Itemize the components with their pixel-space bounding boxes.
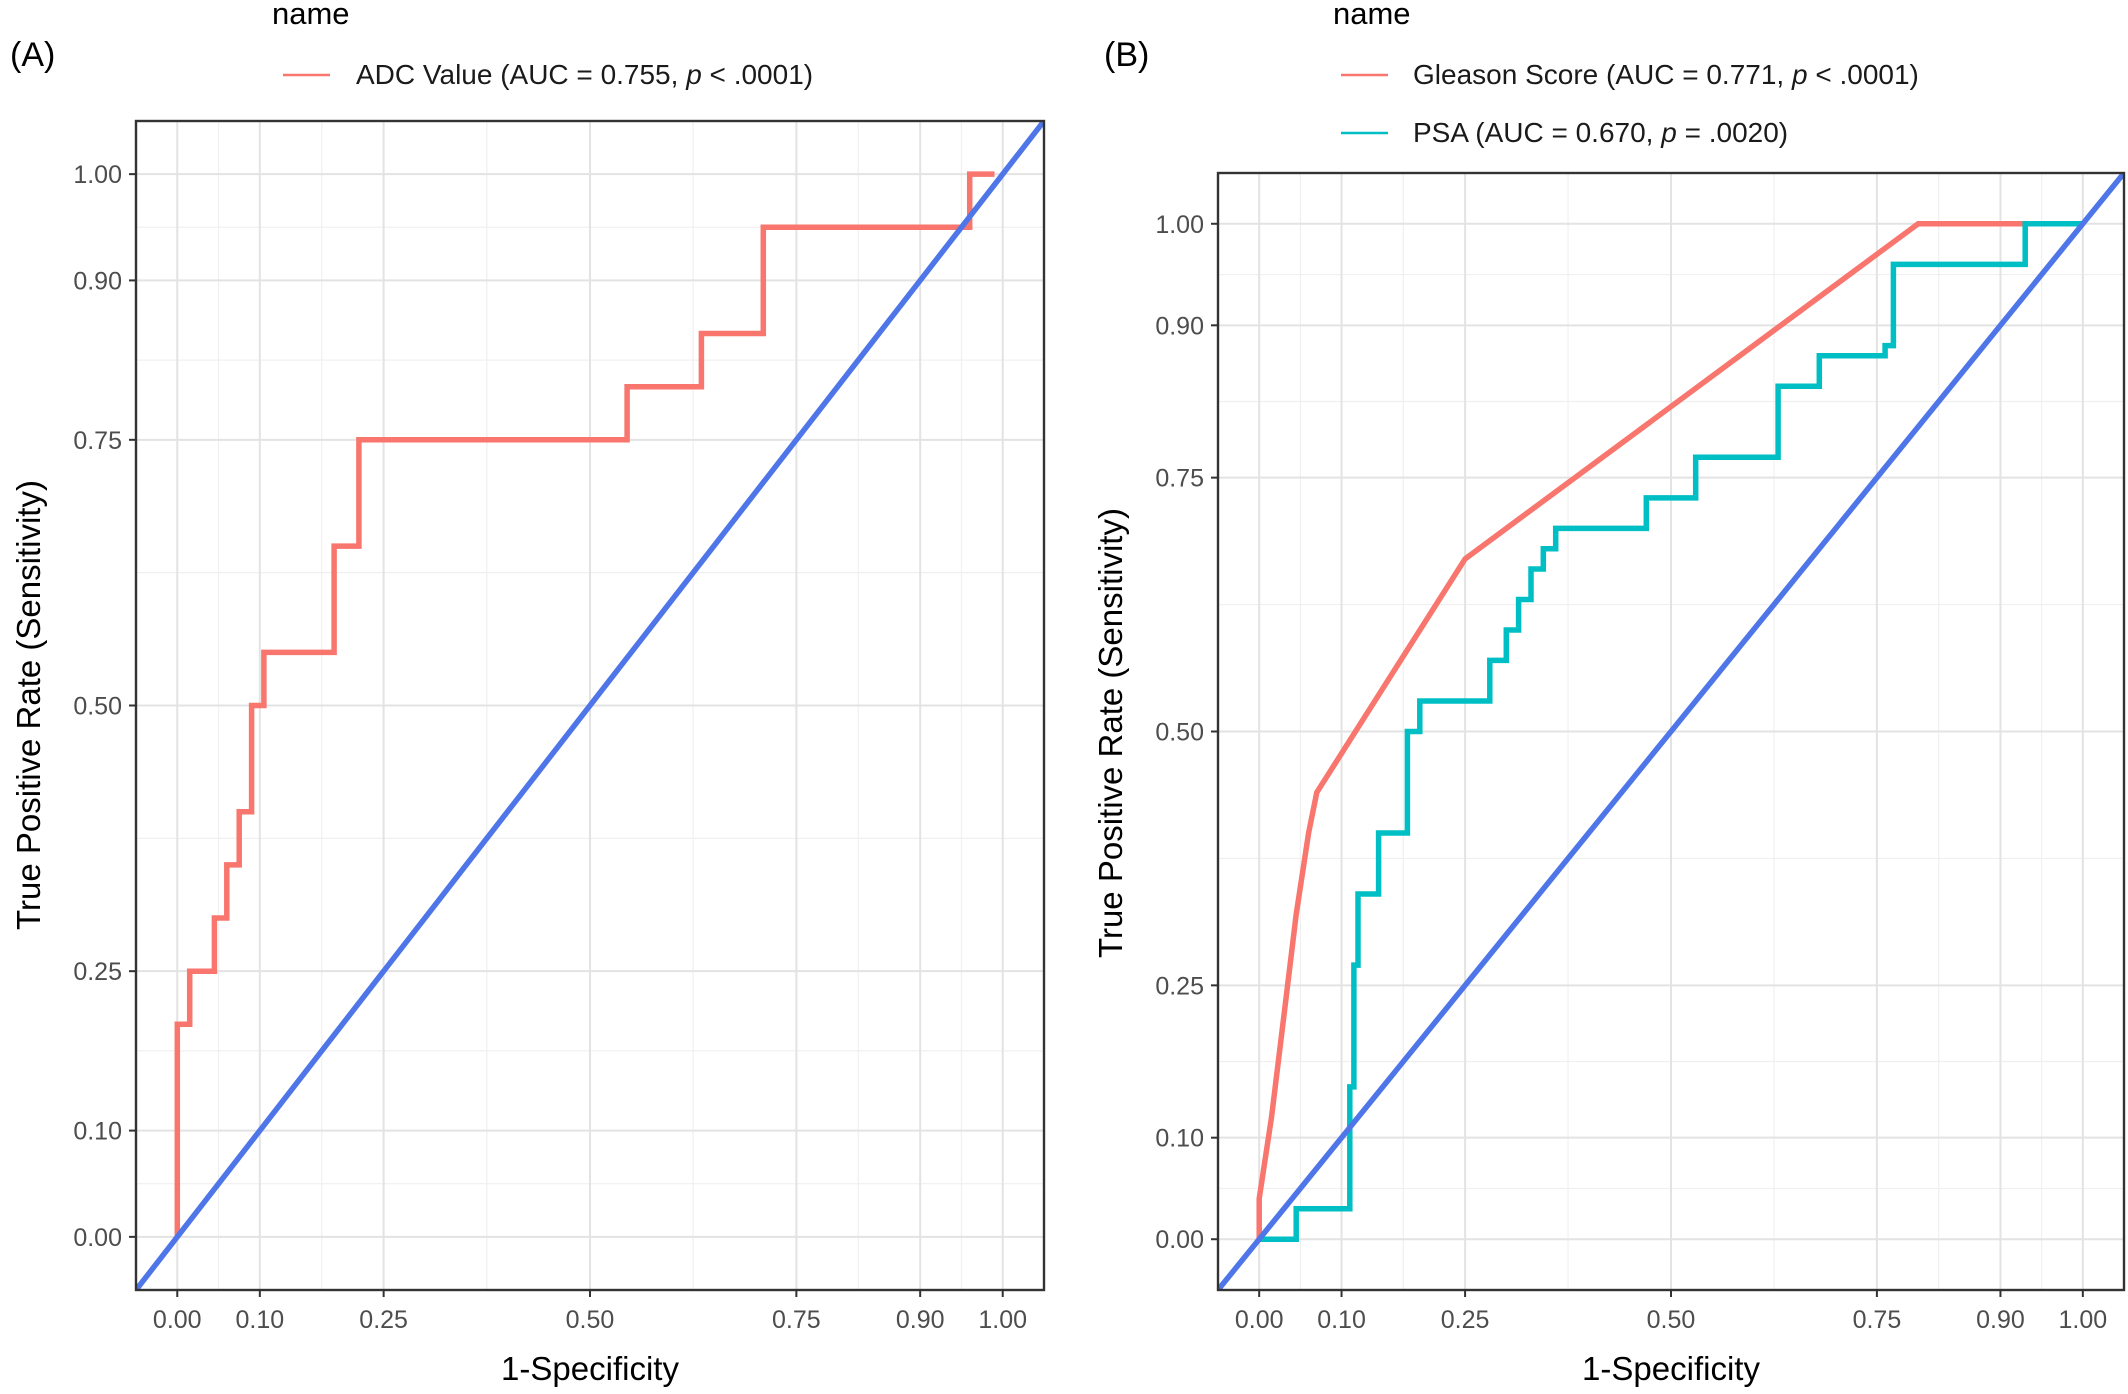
legend-entry-prefix: PSA (AUC = 0.670, <box>1413 117 1661 148</box>
roc-curve-line <box>1259 221 2083 1242</box>
y-axis-title: True Positive Rate (Sensitivity) <box>1092 508 1129 958</box>
legend-entry-suffix: = .0020) <box>1677 117 1788 148</box>
plot-border <box>134 119 1046 1292</box>
legend-entry-suffix: < .0001) <box>702 59 813 90</box>
x-tick-label: 0.50 <box>1647 1306 1696 1334</box>
x-tick-label: 0.25 <box>1441 1306 1490 1334</box>
y-tick-label: 0.90 <box>73 267 122 295</box>
x-axis-title: 1-Specificity <box>1582 1350 1760 1387</box>
reference-diagonal-line <box>136 121 1044 1290</box>
y-tick-label: 0.25 <box>1155 972 1204 1000</box>
x-tick-label: 0.75 <box>772 1306 821 1334</box>
x-axis-title: 1-Specificity <box>501 1350 679 1387</box>
y-tick-label: 0.90 <box>1155 312 1204 340</box>
legend-entry-prefix: Gleason Score (AUC = 0.771, <box>1413 59 1792 90</box>
legend-title: name <box>1333 0 1411 31</box>
legend-entry-p: p <box>1791 59 1808 90</box>
roc-curve-line <box>174 171 995 1237</box>
legend-entry-p: p <box>1660 117 1677 148</box>
y-tick-label: 0.25 <box>73 958 122 986</box>
legend-entry-p: p <box>685 59 702 90</box>
y-tick-label: 0.00 <box>73 1224 122 1252</box>
x-tick-label: 1.00 <box>2058 1306 2107 1334</box>
y-tick-label: 0.00 <box>1155 1226 1204 1254</box>
x-tick-label: 0.10 <box>1317 1306 1366 1334</box>
x-tick-label: 0.90 <box>896 1306 945 1334</box>
x-tick-label: 0.00 <box>1235 1306 1284 1334</box>
panel-label: (A) <box>10 36 55 74</box>
x-tick-label: 0.10 <box>235 1306 284 1334</box>
roc-curve-line <box>1256 221 2026 1240</box>
panel-label: (B) <box>1104 36 1149 74</box>
y-tick-label: 0.75 <box>1155 465 1204 493</box>
chart-panel-2: 0.00 0.10 0.25 0.50 0.75 0.90 1.00 0.00 0.10 0.25… <box>1092 0 2126 1387</box>
y-axis-title: True Positive Rate (Sensitivity) <box>10 480 47 930</box>
x-tick-label: 0.50 <box>566 1306 615 1334</box>
y-tick-label: 1.00 <box>1155 211 1204 239</box>
legend-title: name <box>272 0 350 31</box>
legend-entry-prefix: ADC Value (AUC = 0.755, <box>356 59 686 90</box>
legend-entry-label: ADC Value (AUC = 0.755, p < .0001) <box>356 59 813 90</box>
x-tick-label: 0.90 <box>1976 1306 2025 1334</box>
y-tick-label: 1.00 <box>73 161 122 189</box>
x-tick-label: 0.75 <box>1853 1306 1902 1334</box>
x-tick-label: 1.00 <box>978 1306 1027 1334</box>
reference-diagonal-line <box>1218 173 2124 1290</box>
y-tick-label: 0.10 <box>1155 1125 1204 1153</box>
legend-entry-suffix: < .0001) <box>1808 59 1919 90</box>
y-tick-label: 0.50 <box>1155 719 1204 747</box>
y-tick-label: 0.10 <box>73 1118 122 1146</box>
chart-panel-1: 0.00 0.10 0.25 0.50 0.75 0.90 1.00 0.00 0.10 0.25… <box>10 0 1046 1387</box>
legend-entry-label: Gleason Score (AUC = 0.771, p < .0001) <box>1413 59 1919 90</box>
legend-entry-label: PSA (AUC = 0.670, p = .0020) <box>1413 117 1788 148</box>
y-tick-label: 0.50 <box>73 693 122 721</box>
plot-border <box>1216 171 2126 1292</box>
x-tick-label: 0.00 <box>153 1306 202 1334</box>
x-tick-label: 0.25 <box>359 1306 408 1334</box>
y-tick-label: 0.75 <box>73 427 122 455</box>
